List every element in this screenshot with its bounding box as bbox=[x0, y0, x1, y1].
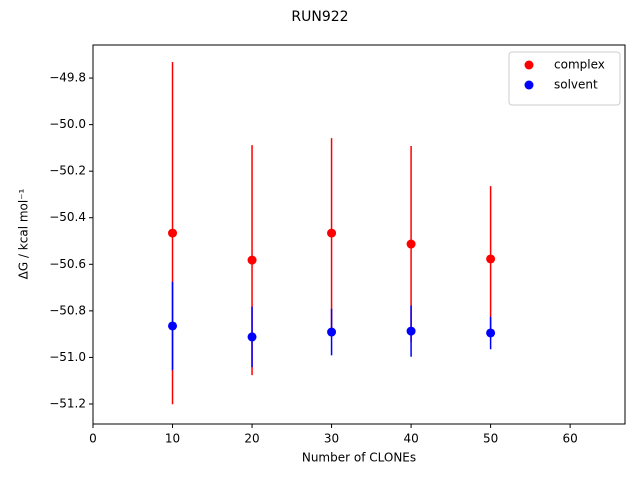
x-tick-label: 40 bbox=[403, 432, 418, 446]
point bbox=[168, 228, 178, 238]
chart-title: RUN922 bbox=[291, 9, 348, 25]
y-tick-label: −51.0 bbox=[49, 350, 86, 364]
point bbox=[247, 332, 257, 342]
plot-frame bbox=[92, 44, 626, 425]
legend-label: complex bbox=[554, 58, 605, 72]
y-tick-label: −50.0 bbox=[49, 117, 86, 131]
y-tick-label: −50.2 bbox=[49, 164, 86, 178]
y-tick-label: −49.8 bbox=[49, 71, 86, 85]
point bbox=[486, 328, 496, 338]
y-axis-label: ΔG / kcal mol⁻¹ bbox=[17, 188, 31, 279]
point bbox=[406, 326, 416, 336]
point bbox=[247, 255, 257, 265]
y-tick-label: −50.4 bbox=[49, 210, 86, 224]
x-tick-label: 50 bbox=[483, 432, 498, 446]
point bbox=[327, 228, 337, 238]
legend-box bbox=[508, 51, 621, 106]
legend-marker bbox=[524, 60, 534, 70]
x-tick-label: 30 bbox=[324, 432, 339, 446]
point bbox=[486, 254, 496, 264]
y-tick-label: −51.2 bbox=[49, 396, 86, 410]
legend-label: solvent bbox=[554, 78, 598, 92]
legend-marker bbox=[524, 80, 534, 90]
point bbox=[327, 327, 337, 337]
x-tick-label: 0 bbox=[89, 432, 97, 446]
point bbox=[406, 239, 416, 249]
point bbox=[168, 321, 178, 331]
x-tick-label: 20 bbox=[244, 432, 259, 446]
x-tick-label: 10 bbox=[165, 432, 180, 446]
y-tick-label: −50.6 bbox=[49, 257, 86, 271]
x-axis-label: Number of CLONEs bbox=[302, 451, 416, 465]
y-tick-label: −50.8 bbox=[49, 303, 86, 317]
x-tick-label: 60 bbox=[562, 432, 577, 446]
